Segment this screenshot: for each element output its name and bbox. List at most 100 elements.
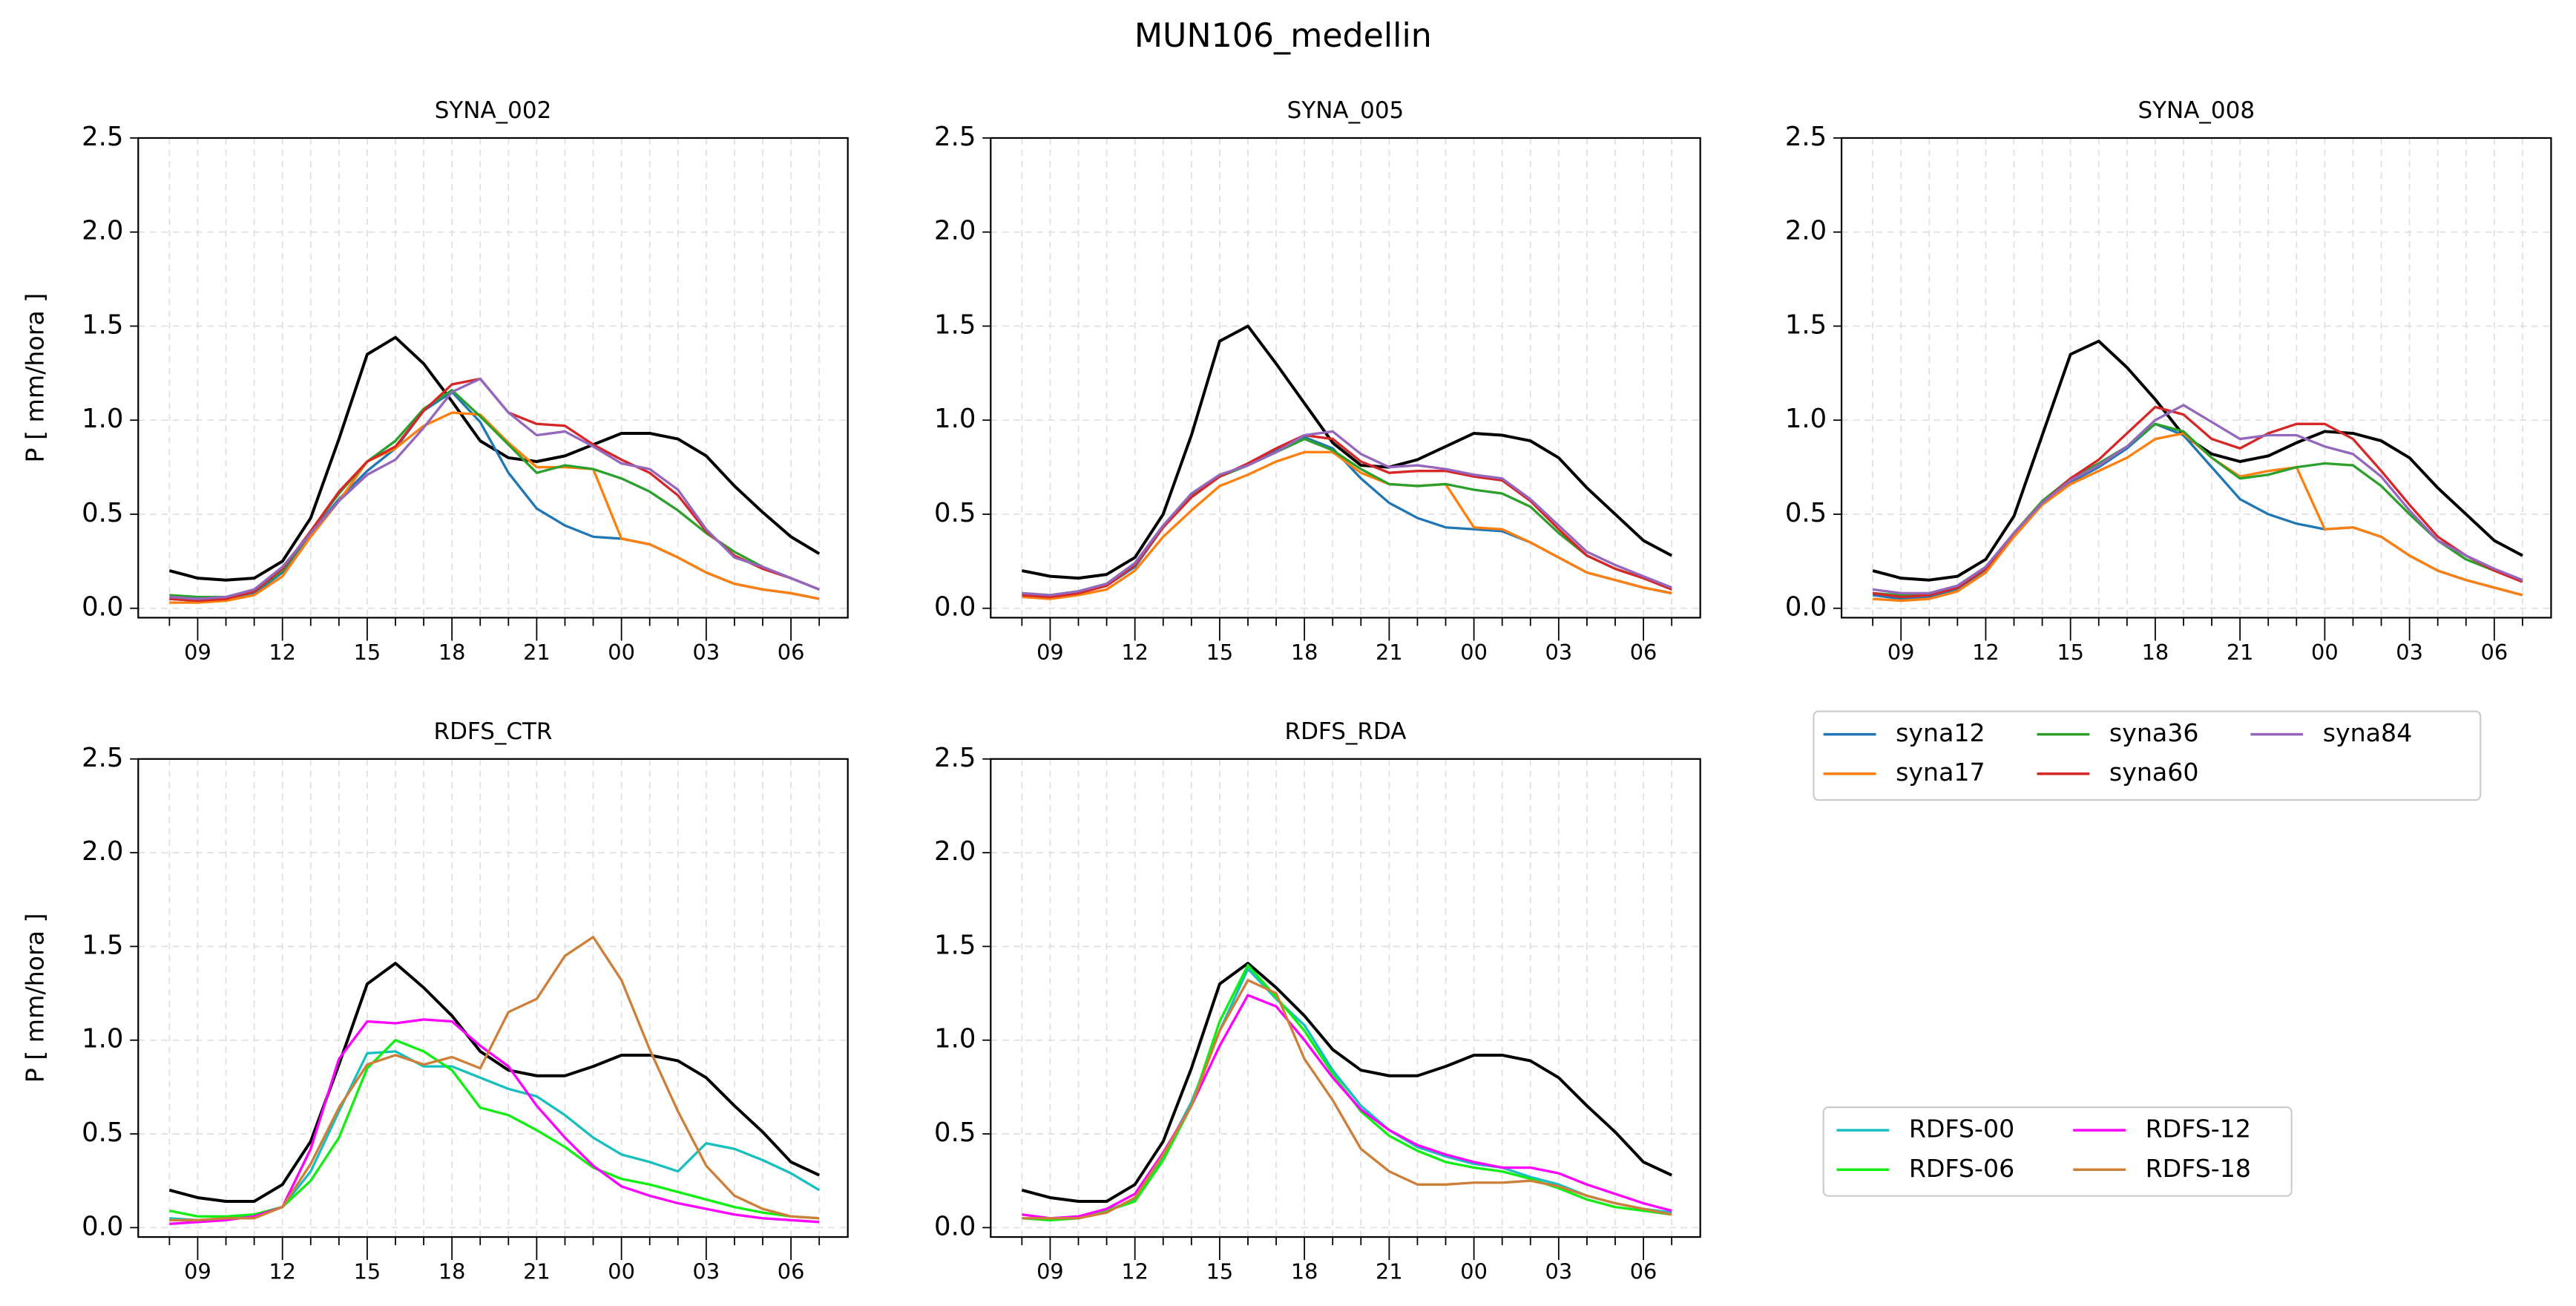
y-tick-label: 2.0 [934,216,976,246]
y-axis-label: P [ mm/hora ] [21,293,50,463]
y-tick-label: 1.5 [934,309,976,340]
x-tick-label: 21 [523,640,551,665]
y-tick-label: 2.0 [82,216,123,246]
x-tick-label: 06 [1630,1259,1657,1284]
x-tick-label: 03 [693,1259,720,1284]
y-tick-label: 2.5 [934,122,976,152]
x-tick-label: 12 [1972,640,2000,665]
x-tick-label: 12 [269,1259,296,1284]
legend-label: RDFS-00 [1909,1115,2014,1143]
y-tick-label: 2.5 [82,122,123,152]
x-tick-label: 03 [2396,640,2423,665]
x-tick-label: 15 [354,1259,381,1284]
y-tick-label: 2.0 [934,836,976,867]
x-tick-label: 12 [269,640,296,665]
y-tick-label: 2.0 [82,836,123,867]
x-tick-label: 18 [438,1259,466,1284]
x-tick-label: 12 [1121,1259,1149,1284]
plot-frame [137,137,849,619]
x-tick-label: 06 [778,1259,805,1284]
series-line [169,1039,820,1220]
y-tick-label: 0.0 [82,592,123,623]
y-tick-label: 2.0 [1785,216,1827,246]
y-tick-label: 1.5 [82,930,123,960]
y-tick-label: 1.0 [82,404,123,434]
x-tick-label: 15 [1206,640,1234,665]
plot-frame [137,758,849,1238]
series-line [1872,404,2523,595]
y-tick-label: 0.0 [1785,592,1827,623]
legend-label: syna84 [2323,718,2413,747]
legend-label: RDFS-12 [2146,1115,2251,1143]
x-tick-label: 21 [1376,1259,1403,1284]
series-line [169,377,820,600]
x-tick-label: 09 [1887,640,1915,665]
y-tick-label: 1.0 [82,1024,123,1054]
subplot-title: SYNA_008 [2138,97,2255,124]
x-tick-label: 15 [354,640,381,665]
series-line [1022,979,1672,1220]
series-line [169,411,820,604]
legend-label: syna36 [2109,718,2199,747]
subplot-title: SYNA_005 [1287,97,1404,124]
legend-label: RDFS-06 [1909,1154,2014,1183]
legend-label: syna60 [2109,758,2199,787]
x-tick-label: 18 [1291,1259,1318,1284]
series-line [169,377,820,603]
x-tick-label: 09 [1036,640,1064,665]
y-tick-label: 1.0 [934,404,976,434]
y-tick-label: 0.5 [934,1118,976,1148]
subplot-title: SYNA_002 [435,97,552,124]
x-tick-label: 06 [778,640,805,665]
plot-frame [990,758,1701,1238]
x-tick-label: 21 [523,1259,551,1284]
series-line [169,388,820,599]
x-tick-label: 18 [1291,640,1318,665]
y-tick-label: 0.5 [82,1118,123,1148]
x-tick-label: 18 [2142,640,2169,665]
legend-label: syna17 [1896,758,1985,787]
series-line [1021,962,1672,1204]
x-tick-label: 00 [1460,640,1488,665]
series-line [1022,433,1672,599]
y-tick-label: 2.5 [82,743,123,773]
y-axis-label: P [ mm/hora ] [21,913,50,1083]
y-tick-label: 1.5 [934,930,976,960]
subplot-title: RDFS_CTR [434,718,553,745]
figure-title: MUN106_medellin [1134,17,1432,55]
plot-frame [990,137,1701,619]
series-line [1872,405,2523,599]
y-tick-label: 0.0 [934,592,976,623]
x-tick-label: 06 [1630,640,1657,665]
series-line [1022,430,1672,597]
x-tick-label: 00 [608,1259,635,1284]
x-tick-label: 09 [184,1259,211,1284]
x-tick-label: 18 [438,640,466,665]
y-tick-label: 0.0 [934,1211,976,1241]
x-tick-label: 21 [1376,640,1403,665]
y-tick-label: 1.5 [1785,309,1827,340]
y-tick-label: 2.5 [934,743,976,773]
x-tick-label: 00 [608,640,635,665]
series-line [1872,422,2523,600]
x-tick-label: 12 [1121,640,1149,665]
x-tick-label: 00 [2311,640,2339,665]
legend-box [1813,710,2482,801]
series-line [1022,994,1672,1220]
x-tick-label: 15 [1206,1259,1234,1284]
x-tick-label: 06 [2481,640,2508,665]
x-tick-label: 21 [2227,640,2254,665]
series-line [168,962,821,1204]
x-tick-label: 03 [1545,1259,1573,1284]
series-line [1022,450,1672,600]
subplot-title: RDFS_RDA [1285,718,1407,745]
series-line [1872,339,2523,582]
legend-label: syna12 [1896,718,1985,747]
y-tick-label: 0.5 [1785,498,1827,528]
y-tick-label: 1.5 [82,309,123,340]
x-tick-label: 09 [184,640,211,665]
x-tick-label: 03 [693,640,720,665]
y-tick-label: 1.0 [934,1024,976,1054]
